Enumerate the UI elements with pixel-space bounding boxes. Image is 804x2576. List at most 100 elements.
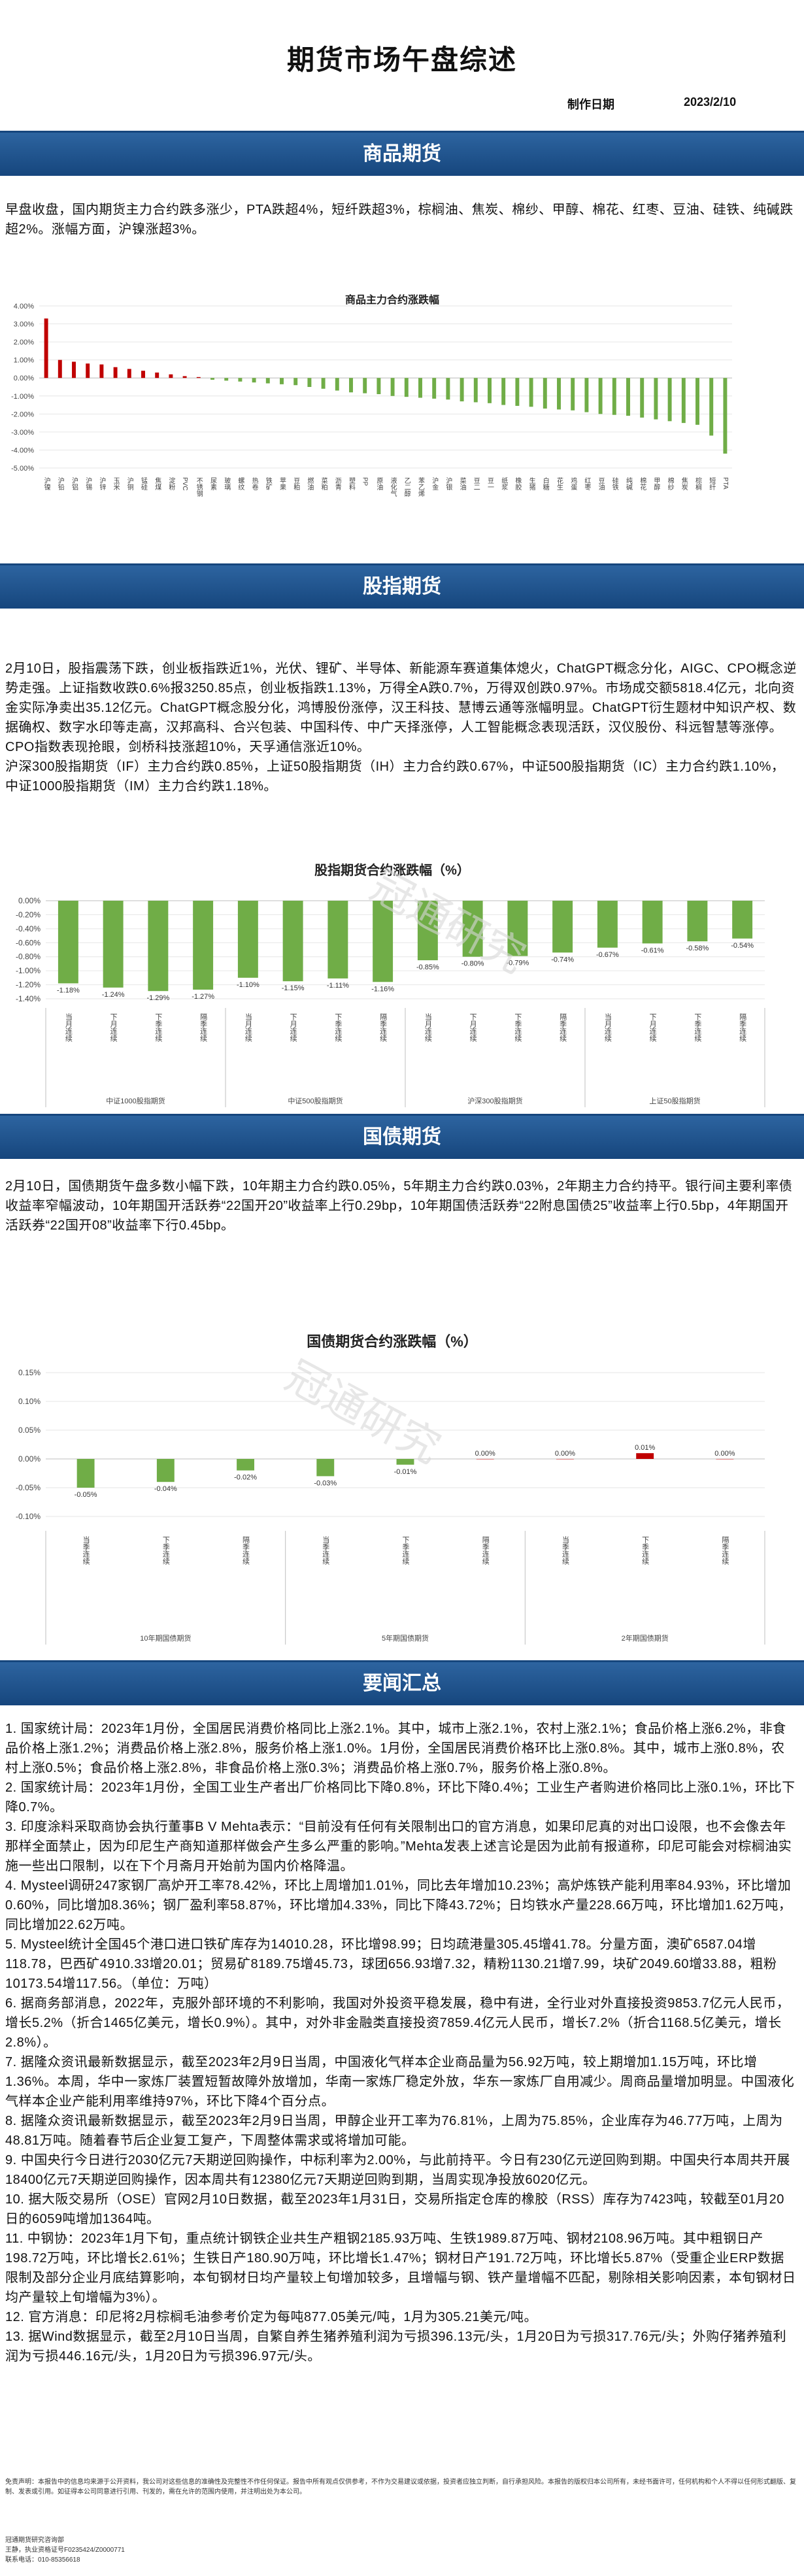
y-tick-label: -3.00% [11,429,34,437]
bar [636,1453,654,1459]
footer-author: 王静，执业资格证号F0235424/Z0000771 [5,2547,125,2554]
category-label: 当季连续 [561,1535,569,1565]
category-label: 隔季连续 [739,1013,747,1043]
category-label: 短纤 [708,477,716,491]
y-tick-label: -0.05% [16,1483,41,1492]
category-label: 甲醇 [652,477,660,491]
category-label: 下季连续 [514,1013,522,1043]
data-label: -0.02% [234,1474,257,1482]
bar [127,369,131,378]
news-item: 13. 据Wind数据显示，截至2月10日当周，自繁自养生猪养殖利润为亏损396… [5,2330,787,2364]
bar [642,901,663,944]
category-label: 下月连续 [289,1013,297,1043]
category-label: 隔季连续 [199,1013,208,1043]
category-label: 豆一 [486,477,494,490]
commodity-summary: 早盘收盘，国内期货主力合约跌多涨少，PTA跌超4%，短纤跌超3%，棕榈油、焦炭、… [5,203,794,237]
bar [681,378,686,424]
category-label: 当月连续 [64,1012,73,1043]
bar [86,363,90,378]
data-label: 0.00% [714,1450,735,1458]
y-tick-label: -4.00% [11,446,34,454]
data-label: -0.74% [551,956,574,963]
category-label: 苹果 [278,477,286,491]
bar [695,378,699,425]
category-label: 下月连续 [648,1013,657,1043]
data-label: -1.10% [237,981,260,989]
category-label: 当季连续 [322,1535,330,1565]
date-label: 制作日期 [567,98,614,111]
category-label: 当月连续 [603,1012,612,1043]
category-label: 热卷 [250,477,258,490]
category-label: PTA [722,477,729,490]
y-tick-label: -2.00% [11,410,34,418]
category-label: 菜粕 [320,477,327,491]
category-label: 橡胶 [514,477,522,491]
bar [529,378,533,407]
news-list: 1. 国家统计局：2023年1月份，全国居民消费价格同比上涨2.1%。其中，城市… [5,1719,797,2366]
data-label: -0.03% [314,1479,337,1487]
news-item: 9. 中国央行今日进行2030亿元7天期逆回购操作，中标利率为2.00%，与此前… [5,2153,790,2187]
category-label: 隔季连续 [481,1536,490,1565]
category-label: 生猪 [528,477,535,491]
bar [584,378,589,412]
bar [432,378,437,399]
data-label: -0.61% [641,946,664,954]
bar [282,901,303,982]
data-label: -0.80% [461,960,484,968]
bar [237,1459,254,1471]
category-label: 沪铅 [56,477,64,491]
bar [335,378,339,391]
category-label: 淀粉 [167,477,175,491]
bar [196,376,201,378]
category-label: 沪锌 [98,477,106,491]
bar [552,901,573,953]
bar [501,378,506,405]
category-label: 花生 [556,477,563,490]
data-label: 0.00% [475,1450,495,1458]
bar [103,901,124,988]
bar [654,378,658,420]
bar [265,378,270,384]
category-label: 白糖 [541,477,549,491]
group-label: 5年期国债期货 [382,1633,429,1643]
index-chart: 股指期货合约涨跌幅（%） 0.00% -0.20% -0.40% -0.60% -0.80… [0,861,804,1116]
data-label: 0.01% [635,1444,655,1452]
bar [58,360,62,378]
bar [473,378,478,403]
data-label: -1.15% [282,984,305,992]
data-label: -0.85% [416,963,439,971]
category-label: 锰硅 [140,477,148,490]
y-tick-label: -0.60% [16,938,41,947]
y-tick-label: 0.00% [14,375,34,382]
bar [709,378,714,436]
y-tick-label: 4.00% [14,303,34,310]
y-tick-label: 0.00% [18,1454,41,1464]
bar [404,378,409,397]
news-item: 2. 国家统计局：2023年1月份，全国工业生产者出厂价格同比下降0.8%，环比… [5,1781,796,1815]
y-tick-label: 3.00% [14,321,34,329]
bar [280,378,284,384]
y-tick-label: -0.20% [16,910,41,919]
category-label: 铁矿 [264,477,272,491]
chart-title: 商品主力合约涨跌幅 [345,293,439,306]
group-label: 中证1000股指期货 [106,1096,165,1105]
data-label: -1.18% [57,986,80,994]
section-title-news: 要闻汇总 [363,1673,441,1694]
data-label: 0.00% [555,1450,575,1458]
bar [597,901,618,948]
bar [377,378,381,395]
bar [99,364,104,378]
data-label: -0.54% [731,942,754,950]
category-label: 棉纱 [666,477,674,490]
category-label: 棕榈 [694,477,702,491]
chart-title: 股指期货合约涨跌幅（%） [314,862,470,878]
y-tick-label: 0.00% [18,896,41,905]
section-divider [0,563,804,565]
section-title-commodity: 商品期货 [363,143,441,165]
y-tick-label: -0.10% [16,1512,41,1521]
category-label: 豆油 [597,477,605,490]
footer-phone: 联系电话：010-85356618 [5,2556,80,2564]
bar [58,901,78,984]
bar [307,378,312,387]
category-label: 隔季连续 [242,1536,250,1565]
